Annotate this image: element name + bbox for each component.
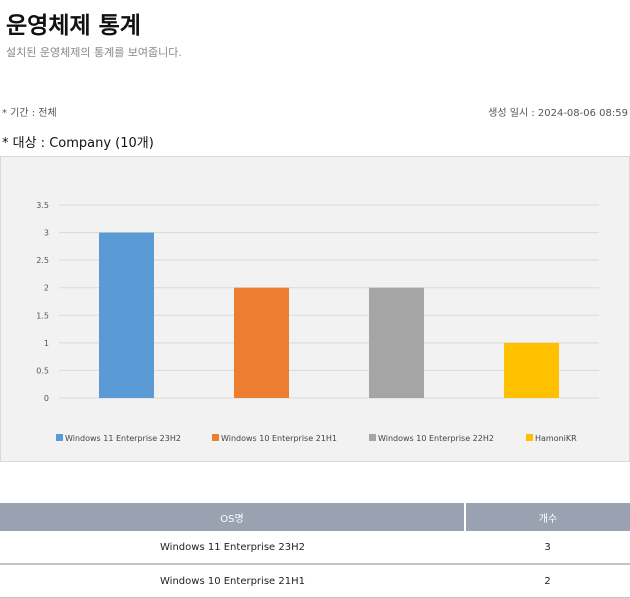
y-tick-label: 2 [44,284,49,293]
legend-label: HamoniKR [535,434,577,443]
legend-label: Windows 11 Enterprise 23H2 [65,434,181,443]
created-timestamp: 생성 일시 : 2024-08-06 08:59 [488,108,628,119]
bar-1 [99,232,154,398]
table-header-row: OS명 개수 [0,503,630,531]
count-cell: 3 [465,531,630,565]
chart-svg: 0 0.5 1 1.5 2 2.5 3 3.5 Windows 11 Enterprise 23… [36,201,599,443]
bar-3 [369,287,424,398]
y-tick-label: 0 [44,394,49,403]
count-cell: 2 [465,564,630,598]
y-tick-label: 2.5 [36,256,49,265]
bar-4 [504,342,559,398]
count-header: 개수 [465,503,630,531]
y-tick-label: 3 [44,229,49,238]
legend-label: Windows 10 Enterprise 21H1 [221,434,337,443]
legend-swatch [212,434,219,441]
page-title: 운영체제 통계 [6,13,141,39]
y-tick-label: 3.5 [36,201,49,210]
legend-label: Windows 10 Enterprise 22H2 [378,434,494,443]
y-tick-label: 1.5 [36,311,49,320]
os-name-cell: Windows 11 Enterprise 23H2 [0,531,465,565]
page-subtitle: 설치된 운영체제의 통계를 보여줍니다. [6,46,182,59]
legend-swatch [369,434,376,441]
bar-2 [234,287,289,398]
table-row: Windows 11 Enterprise 23H2 3 [0,531,630,565]
period-label: * 기간 : 전체 [2,108,57,119]
legend-swatch [56,434,63,441]
target-label: * 대상 : Company (10개) [2,136,154,151]
os-table: OS명 개수 Windows 11 Enterprise 23H2 3 Wind… [0,503,630,598]
os-name-header: OS명 [0,503,466,531]
legend-swatch [526,434,533,441]
y-tick-label: 1 [44,339,49,348]
y-tick-label: 0.5 [36,366,49,375]
os-name-cell: Windows 10 Enterprise 21H1 [0,564,465,598]
table-row: Windows 10 Enterprise 21H1 2 [0,564,630,598]
os-bar-chart: 0 0.5 1 1.5 2 2.5 3 3.5 Windows 11 Enterprise 23… [0,156,630,462]
